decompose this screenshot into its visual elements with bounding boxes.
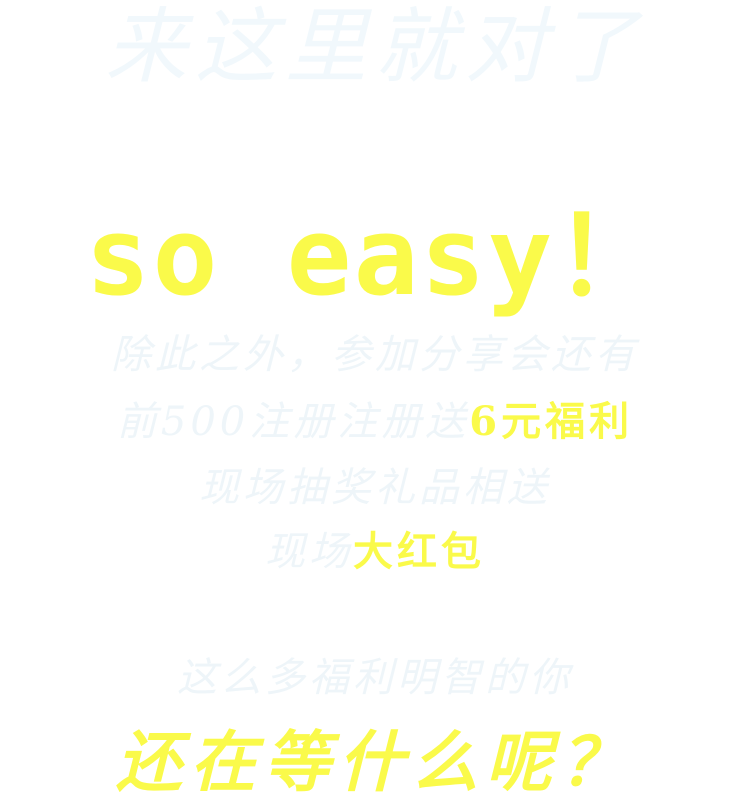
promo-line-1: 除此之外，参加分享会还有: [0, 325, 750, 385]
promo-line-3: 现场抽奖礼品相送: [0, 458, 750, 518]
headline: 来这里就对了: [105, 0, 645, 95]
promo-line-1-text: 除此之外，参加分享会还有: [111, 332, 639, 378]
promo-line-2-text: 前500注册注册送: [116, 399, 470, 445]
cta-text: 还在等什么呢？: [116, 723, 634, 801]
promo-line-2-highlight: 6元福利: [469, 398, 634, 445]
promo-line-5-text: 这么多福利明智的你: [177, 655, 573, 701]
promo-line-5: 这么多福利明智的你: [0, 648, 750, 708]
promo-line-4-highlight: 大红包: [353, 528, 485, 575]
promo-line-4: 现场大红包: [0, 522, 750, 582]
promo-line-2: 前500注册注册送6元福利: [0, 392, 750, 452]
so-easy-text: so easy！: [85, 195, 665, 320]
promo-line-4-text: 现场: [265, 529, 353, 575]
promo-line-3-text: 现场抽奖礼品相送: [199, 465, 551, 511]
